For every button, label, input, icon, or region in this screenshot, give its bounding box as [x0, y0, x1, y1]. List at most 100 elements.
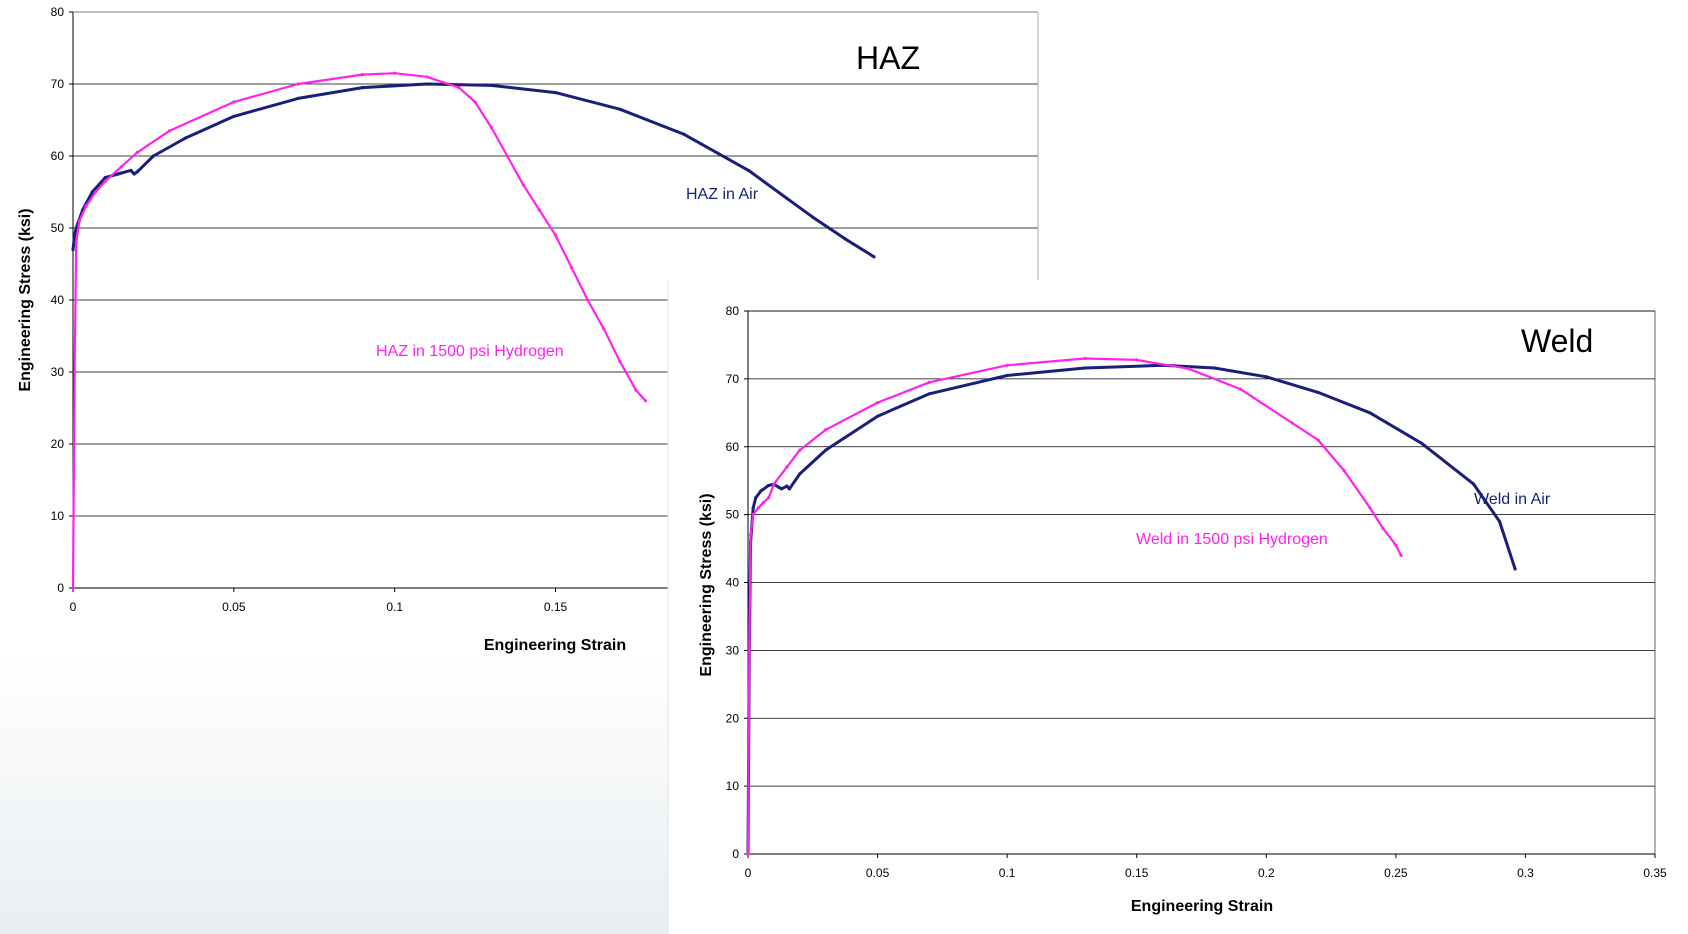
weld-x-axis-title: Engineering Strain — [1131, 898, 1273, 915]
haz-data-point-haz-in-air — [132, 172, 136, 176]
haz-data-point-haz-in-air — [489, 83, 493, 88]
weld-data-point-weld-in-air — [1264, 375, 1268, 379]
weld-data-point-weld-in-air — [1212, 366, 1217, 370]
haz-data-point-haz-in-1500-psi-hydrogen — [232, 100, 236, 104]
haz-data-point-haz-in-1500-psi-hydrogen — [643, 399, 648, 403]
haz-data-point-haz-in-air — [425, 82, 429, 86]
haz-data-point-haz-in-air — [103, 176, 107, 180]
weld-data-point-weld-in-air — [751, 506, 755, 510]
haz-data-point-haz-in-1500-psi-hydrogen — [167, 129, 172, 133]
haz-data-point-haz-in-air — [746, 168, 751, 172]
haz-data-point-haz-in-1500-psi-hydrogen — [135, 150, 139, 154]
haz-data-point-haz-in-1500-psi-hydrogen — [505, 154, 509, 158]
haz-data-point-haz-in-air — [90, 190, 94, 194]
weld-y-tick-label: 10 — [726, 779, 740, 793]
haz-data-point-haz-in-1500-psi-hydrogen — [93, 190, 98, 194]
weld-x-tick-label: 0.05 — [866, 866, 890, 880]
haz-data-point-haz-in-1500-psi-hydrogen — [473, 100, 477, 104]
haz-data-point-haz-in-1500-psi-hydrogen — [77, 219, 82, 223]
weld-x-tick-label: 0 — [745, 866, 752, 880]
haz-data-point-haz-in-1500-psi-hydrogen — [489, 125, 493, 129]
haz-data-point-haz-in-air — [618, 107, 622, 111]
weld-data-point-weld-in-1500-psi-hydrogen — [1290, 421, 1294, 425]
weld-data-point-weld-in-1500-psi-hydrogen — [1368, 506, 1372, 510]
weld-chart-title: Weld — [1521, 323, 1593, 359]
weld-data-point-weld-in-1500-psi-hydrogen — [1316, 438, 1320, 442]
weld-data-point-weld-in-1500-psi-hydrogen — [1381, 526, 1385, 530]
haz-data-point-haz-in-air — [71, 248, 75, 252]
haz-series-line-haz-in-1500-psi-hydrogen — [71, 72, 647, 590]
haz-x-axis-title: Engineering Strain — [484, 637, 626, 654]
haz-y-tick-label: 40 — [51, 293, 65, 307]
weld-data-point-weld-in-air — [754, 496, 758, 500]
haz-y-tick-label: 0 — [57, 581, 64, 595]
haz-data-point-haz-in-1500-psi-hydrogen — [602, 327, 606, 331]
weld-data-point-weld-in-1500-psi-hydrogen — [927, 380, 932, 384]
haz-data-point-haz-in-1500-psi-hydrogen — [360, 73, 365, 77]
weld-data-point-weld-in-1500-psi-hydrogen — [1135, 358, 1139, 362]
weld-gridlines — [748, 310, 1655, 787]
haz-series-line-haz-in-air — [71, 82, 876, 259]
haz-data-point-haz-in-1500-psi-hydrogen — [393, 71, 397, 75]
weld-data-point-weld-in-air — [1420, 441, 1424, 445]
weld-y-tick-label: 50 — [726, 508, 740, 522]
weld-data-point-weld-in-air — [787, 487, 792, 491]
haz-data-point-haz-in-air — [232, 114, 236, 118]
haz-data-point-haz-in-1500-psi-hydrogen — [537, 208, 542, 212]
weld-data-point-weld-in-air — [824, 448, 828, 452]
weld-data-point-weld-in-1500-psi-hydrogen — [1083, 356, 1087, 361]
weld-data-point-weld-in-1500-psi-hydrogen — [772, 482, 776, 486]
haz-data-point-haz-in-air — [682, 132, 686, 136]
haz-y-tick-label: 10 — [51, 509, 65, 523]
haz-data-point-haz-in-1500-psi-hydrogen — [634, 388, 638, 392]
weld-hydrogen-label: Weld in 1500 psi Hydrogen — [1136, 531, 1328, 548]
haz-data-point-haz-in-1500-psi-hydrogen — [73, 370, 77, 374]
haz-data-point-haz-in-1500-psi-hydrogen — [71, 586, 75, 590]
weld-air-label: Weld in Air — [1474, 491, 1551, 508]
haz-data-point-haz-in-air — [129, 168, 133, 172]
weld-x-tick-label: 0.1 — [999, 866, 1016, 880]
haz-data-point-haz-in-1500-psi-hydrogen — [618, 359, 622, 363]
weld-x-tick-label: 0.25 — [1384, 866, 1408, 880]
weld-data-point-weld-in-1500-psi-hydrogen — [756, 506, 760, 510]
haz-y-tick-label: 80 — [51, 5, 65, 19]
haz-series-group — [71, 71, 876, 590]
weld-data-point-weld-in-air — [780, 487, 784, 491]
weld-data-point-weld-in-air — [1472, 482, 1476, 486]
haz-data-point-haz-in-air — [135, 170, 139, 174]
haz-hydrogen-label: HAZ in 1500 psi Hydrogen — [376, 343, 564, 360]
weld-data-point-weld-in-air — [1368, 411, 1372, 415]
haz-data-point-haz-in-1500-psi-hydrogen — [103, 179, 107, 183]
weld-data-point-weld-in-1500-psi-hydrogen — [1238, 387, 1242, 391]
weld-data-point-weld-in-air — [1005, 373, 1009, 378]
haz-data-point-haz-in-air — [296, 96, 300, 100]
haz-data-point-haz-in-1500-psi-hydrogen — [521, 183, 525, 187]
weld-y-tick-label: 30 — [726, 643, 740, 657]
haz-data-point-haz-in-air — [116, 172, 120, 176]
weld-data-point-weld-in-1500-psi-hydrogen — [798, 448, 802, 452]
haz-air-label: HAZ in Air — [686, 186, 759, 203]
weld-series-group — [746, 356, 1517, 856]
weld-y-tick-label: 0 — [732, 847, 739, 861]
haz-data-point-haz-in-air — [151, 154, 156, 158]
weld-data-point-weld-in-air — [1513, 567, 1517, 571]
weld-data-point-weld-in-1500-psi-hydrogen — [1005, 363, 1009, 367]
weld-data-point-weld-in-1500-psi-hydrogen — [761, 500, 766, 505]
weld-data-point-weld-in-air — [1497, 519, 1502, 524]
haz-data-point-haz-in-1500-psi-hydrogen — [553, 233, 558, 237]
weld-data-point-weld-in-1500-psi-hydrogen — [1394, 543, 1398, 547]
haz-y-tick-label: 50 — [51, 221, 65, 235]
haz-y-tick-label: 70 — [51, 77, 65, 91]
haz-data-point-haz-in-air — [553, 91, 558, 95]
haz-x-tick-label: 0.05 — [222, 600, 246, 614]
haz-x-tick-label: 0.1 — [386, 600, 403, 614]
weld-data-point-weld-in-1500-psi-hydrogen — [1342, 468, 1346, 473]
haz-data-point-haz-in-1500-psi-hydrogen — [296, 82, 300, 86]
weld-x-tick-label: 0.15 — [1125, 866, 1149, 880]
weld-chart: 0 10 20 30 40 50 60 70 80 0 0.05 0.1 0.15 0.2 0.25 0.3 0… — [667, 280, 1688, 934]
weld-y-tick-label: 40 — [726, 576, 740, 590]
weld-data-point-weld-in-air — [875, 414, 880, 418]
weld-x-tick-label: 0.35 — [1643, 866, 1667, 880]
haz-data-point-haz-in-air — [73, 233, 77, 237]
